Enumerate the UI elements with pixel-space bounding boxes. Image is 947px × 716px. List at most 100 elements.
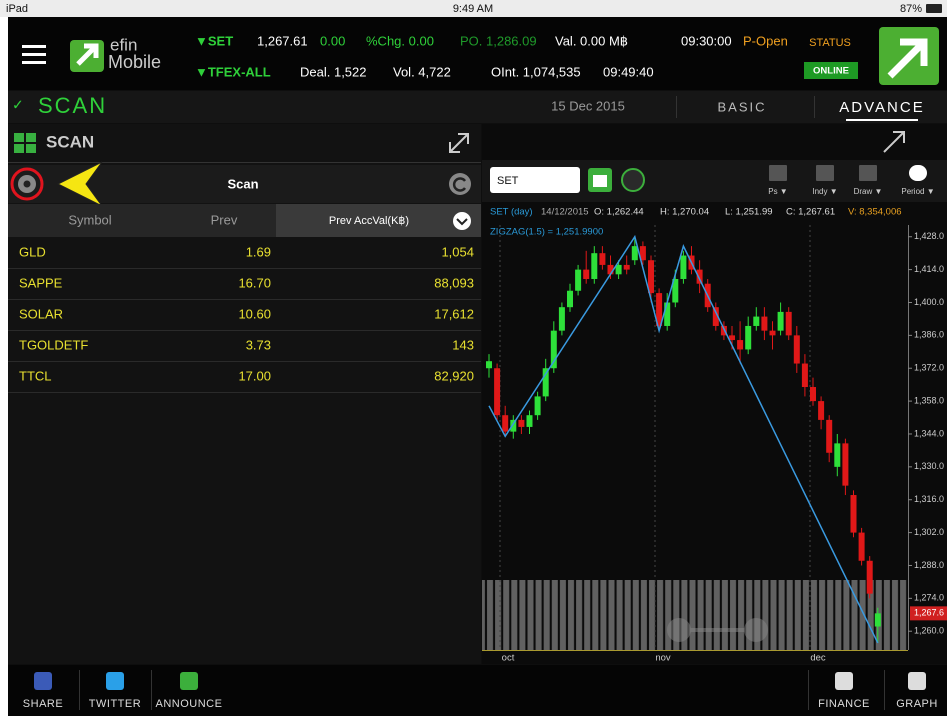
candle-body xyxy=(494,368,501,416)
prev: 10.60 xyxy=(238,306,271,321)
date: 15 Dec 2015 xyxy=(551,98,625,113)
vol: Vol. 4,722 xyxy=(393,64,451,79)
pct-change: %Chg. 0.00 xyxy=(366,33,434,48)
dropdown-chevron xyxy=(456,218,468,226)
candle-body xyxy=(615,264,622,275)
tool-label: Period ▼ xyxy=(901,187,934,196)
candle-body xyxy=(631,246,638,261)
battery-icon xyxy=(926,4,942,13)
tab-active[interactable]: ADVANCE xyxy=(839,99,924,116)
x-tick-label: oct xyxy=(502,653,515,664)
y-axis xyxy=(908,225,909,650)
footer-icon[interactable] xyxy=(835,672,853,690)
tool-icon[interactable] xyxy=(909,165,927,181)
tab[interactable]: BASIC xyxy=(717,99,766,114)
row-bg[interactable] xyxy=(8,269,481,299)
tool-label: Draw ▼ xyxy=(854,187,883,196)
prev: 3.73 xyxy=(246,337,271,352)
candle-body xyxy=(753,316,760,326)
candle-body xyxy=(518,419,525,427)
header xyxy=(8,17,947,90)
acc-val: 17,612 xyxy=(434,306,474,321)
tool-icon[interactable] xyxy=(859,165,877,181)
row-divider xyxy=(8,268,481,269)
y-tick-label: 1,344.0 xyxy=(914,428,944,438)
y-tick-label: 1,400.0 xyxy=(914,297,944,307)
footer-icon[interactable] xyxy=(106,672,124,690)
candle-body xyxy=(639,246,646,261)
y-tick-label: 1,316.0 xyxy=(914,494,944,504)
prev: 16.70 xyxy=(238,275,271,290)
y-tick-label: 1,274.0 xyxy=(914,593,944,603)
device: iPad xyxy=(6,3,28,15)
footer-label: TWITTER xyxy=(89,698,141,710)
refresh-button[interactable] xyxy=(449,173,471,195)
x-tick-label: dec xyxy=(810,653,826,664)
grid-icon xyxy=(14,133,36,153)
menu-button[interactable] xyxy=(22,45,46,64)
candle-body xyxy=(680,255,687,280)
index-value: 1,267.61 xyxy=(257,33,308,48)
symbol: SET xyxy=(497,175,519,187)
status-label: STATUS xyxy=(809,37,851,49)
candle-body xyxy=(656,293,663,326)
row-bg[interactable] xyxy=(8,331,481,361)
candle-body xyxy=(550,330,557,369)
y-tick-label: 1,288.0 xyxy=(914,560,944,570)
footer-label: SHARE xyxy=(23,698,63,710)
deal: Deal. 1,522 xyxy=(300,64,367,79)
row-bg[interactable] xyxy=(8,362,481,392)
sort-column[interactable] xyxy=(276,204,481,237)
acc-val: 82,920 xyxy=(434,368,474,383)
home-arrow xyxy=(887,38,928,79)
symbol-input[interactable] xyxy=(490,167,580,193)
footer-icon[interactable] xyxy=(34,672,52,690)
tfex: ▼TFEX-ALL xyxy=(195,64,271,79)
row-divider xyxy=(8,361,481,362)
row-divider xyxy=(8,392,481,393)
zigzag-line xyxy=(488,234,879,644)
time: 09:30:00 xyxy=(681,33,732,48)
candle-body xyxy=(591,253,598,280)
scroller[interactable] xyxy=(667,618,768,642)
highlight-circle xyxy=(10,167,44,201)
column: Symbol xyxy=(68,212,111,227)
reset-button[interactable] xyxy=(621,168,645,192)
tool-label: Indy ▼ xyxy=(812,187,837,196)
section-title: SCAN xyxy=(38,93,107,118)
footer-label: GRAPH xyxy=(896,698,938,710)
candle-body xyxy=(583,269,590,280)
tool-icon[interactable] xyxy=(816,165,834,181)
status-bar xyxy=(0,0,947,17)
dropdown[interactable] xyxy=(453,212,471,230)
row-divider xyxy=(8,299,481,300)
footer-icon[interactable] xyxy=(180,672,198,690)
info: L: 1,251.99 xyxy=(725,207,773,218)
candle-body xyxy=(486,361,492,369)
tool-icon[interactable] xyxy=(769,165,787,181)
divider xyxy=(8,162,481,163)
candle-body xyxy=(745,325,752,350)
candle-body xyxy=(720,325,727,336)
expand[interactable] xyxy=(449,133,469,153)
symbol: SOLAR xyxy=(19,306,63,321)
candle-body xyxy=(672,279,679,303)
candle-body xyxy=(696,269,703,284)
row-bg[interactable] xyxy=(8,238,481,268)
y-tick-label: 1,358.0 xyxy=(914,395,944,405)
candle-body xyxy=(510,419,517,432)
y-tick-label: 1,386.0 xyxy=(914,330,944,340)
footer-icon[interactable] xyxy=(908,672,926,690)
expand[interactable] xyxy=(883,131,905,153)
info: H: 1,270.04 xyxy=(660,207,709,218)
info: SET (day) xyxy=(490,207,533,218)
tab-underline xyxy=(846,119,918,121)
acc-val: 143 xyxy=(452,337,474,352)
footer xyxy=(8,665,947,716)
logo-text: Mobile xyxy=(108,52,161,72)
candle-body xyxy=(761,316,768,331)
acc-val: 88,093 xyxy=(434,275,474,290)
row-bg[interactable] xyxy=(8,300,481,330)
column: Prev AccVal(K฿) xyxy=(329,215,409,227)
footer-divider xyxy=(808,670,809,710)
